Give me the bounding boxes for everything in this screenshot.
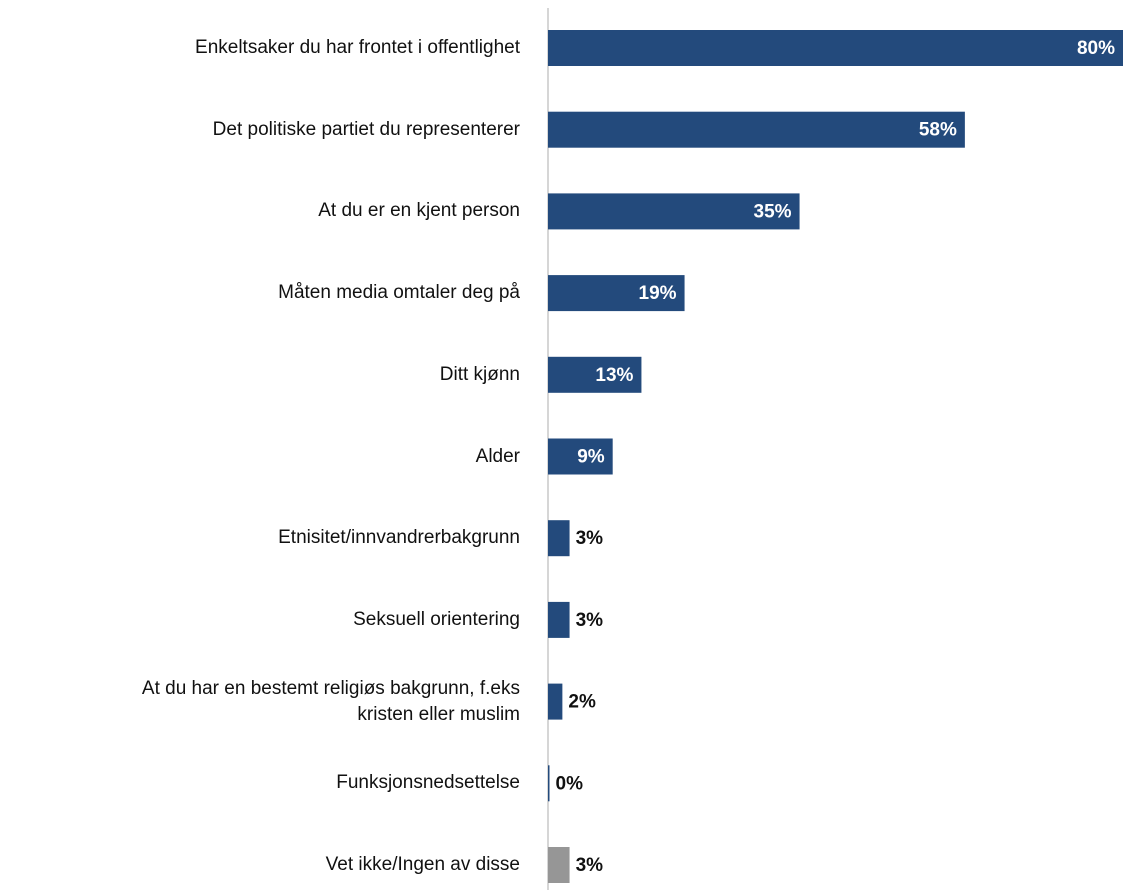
value-label: 58% bbox=[919, 120, 957, 141]
category-label: Ditt kjønn bbox=[439, 363, 520, 385]
category-label: Alder bbox=[475, 445, 520, 467]
category-label: At du har en bestemt religiøs bakgrunn, … bbox=[141, 677, 520, 725]
bar bbox=[548, 520, 570, 557]
bar bbox=[548, 438, 613, 475]
bar bbox=[548, 30, 1123, 66]
category-label: Måten media omtaler deg på bbox=[278, 282, 520, 304]
category-label: Seksuell orientering bbox=[353, 608, 520, 630]
value-label: 3% bbox=[576, 610, 604, 631]
category-label: Vet ikke/Ingen av disse bbox=[325, 854, 520, 875]
value-label: 3% bbox=[576, 528, 604, 549]
category-label: Det politiske partiet du representerer bbox=[212, 118, 520, 140]
bar bbox=[548, 356, 642, 393]
category-label: Etnisitet/innvandrerbakgrunn bbox=[278, 527, 520, 549]
bar bbox=[548, 847, 570, 883]
bar bbox=[548, 111, 965, 148]
value-label: 19% bbox=[639, 283, 677, 304]
value-label: 80% bbox=[1077, 38, 1115, 59]
category-label: At du er en kjent person bbox=[318, 200, 520, 222]
bar bbox=[548, 765, 550, 802]
value-label: 0% bbox=[556, 773, 584, 794]
bar bbox=[548, 275, 685, 312]
value-label: 35% bbox=[754, 201, 792, 222]
value-label: 2% bbox=[568, 692, 596, 713]
bar bbox=[548, 683, 563, 720]
value-label: 13% bbox=[595, 365, 633, 386]
bar bbox=[548, 193, 800, 230]
value-label: 3% bbox=[576, 855, 604, 876]
category-label: Funksjonsnedsettelse bbox=[336, 772, 520, 794]
category-label: Enkeltsaker du har frontet i offentlighe… bbox=[195, 37, 520, 58]
bar bbox=[548, 601, 570, 638]
value-label: 9% bbox=[577, 447, 605, 468]
